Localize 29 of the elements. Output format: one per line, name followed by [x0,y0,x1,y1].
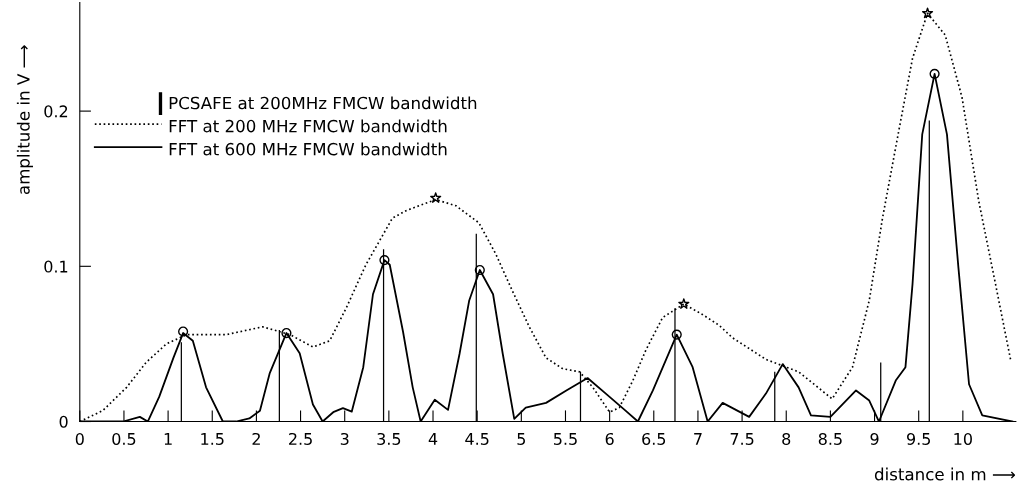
x-tick-label: 0 [75,432,84,445]
legend-label: FFT at 600 MHz FMCW bandwidth [169,142,447,156]
x-tick-label: 8.5 [818,432,842,445]
x-tick-label: 8 [782,432,791,445]
y-tick-label: 0 [59,415,68,428]
x-tick-label: 7.5 [730,433,754,445]
x-tick-label: 2.5 [289,432,312,445]
y-tick-label: 0.1 [44,260,68,273]
x-tick-label: 6.5 [642,432,666,445]
y-tick-label: 0.2 [44,105,68,118]
x-tick-label: 10 [954,432,972,445]
x-tick-label: 7 [694,433,702,445]
x-tick-label: 4 [428,433,438,445]
legend-label: PCSAFE at 200MHz FMCW bandwidth [169,96,477,110]
legend-label: FFT at 200 MHz FMCW bandwidth [169,119,447,133]
x-tick-label: 3 [340,432,349,445]
x-tick-label: 5.5 [554,433,577,445]
x-tick-label: 0.5 [112,432,136,445]
x-tick-label: 9.5 [907,432,931,445]
x-tick-label: 5 [517,433,526,445]
x-tick-label: 1 [164,433,172,445]
x-tick-label: 4.5 [465,433,489,445]
x-tick-label: 2 [252,432,260,445]
x-tick-label: 1.5 [201,433,224,445]
x-tick-label: 6 [605,432,614,445]
y-axis-title: amplitude in V ⟶ [16,45,33,195]
x-tick-label: 9 [870,432,879,445]
x-axis-title: distance in m ⟶ [874,467,1016,481]
x-tick-label: 3.5 [377,432,401,445]
